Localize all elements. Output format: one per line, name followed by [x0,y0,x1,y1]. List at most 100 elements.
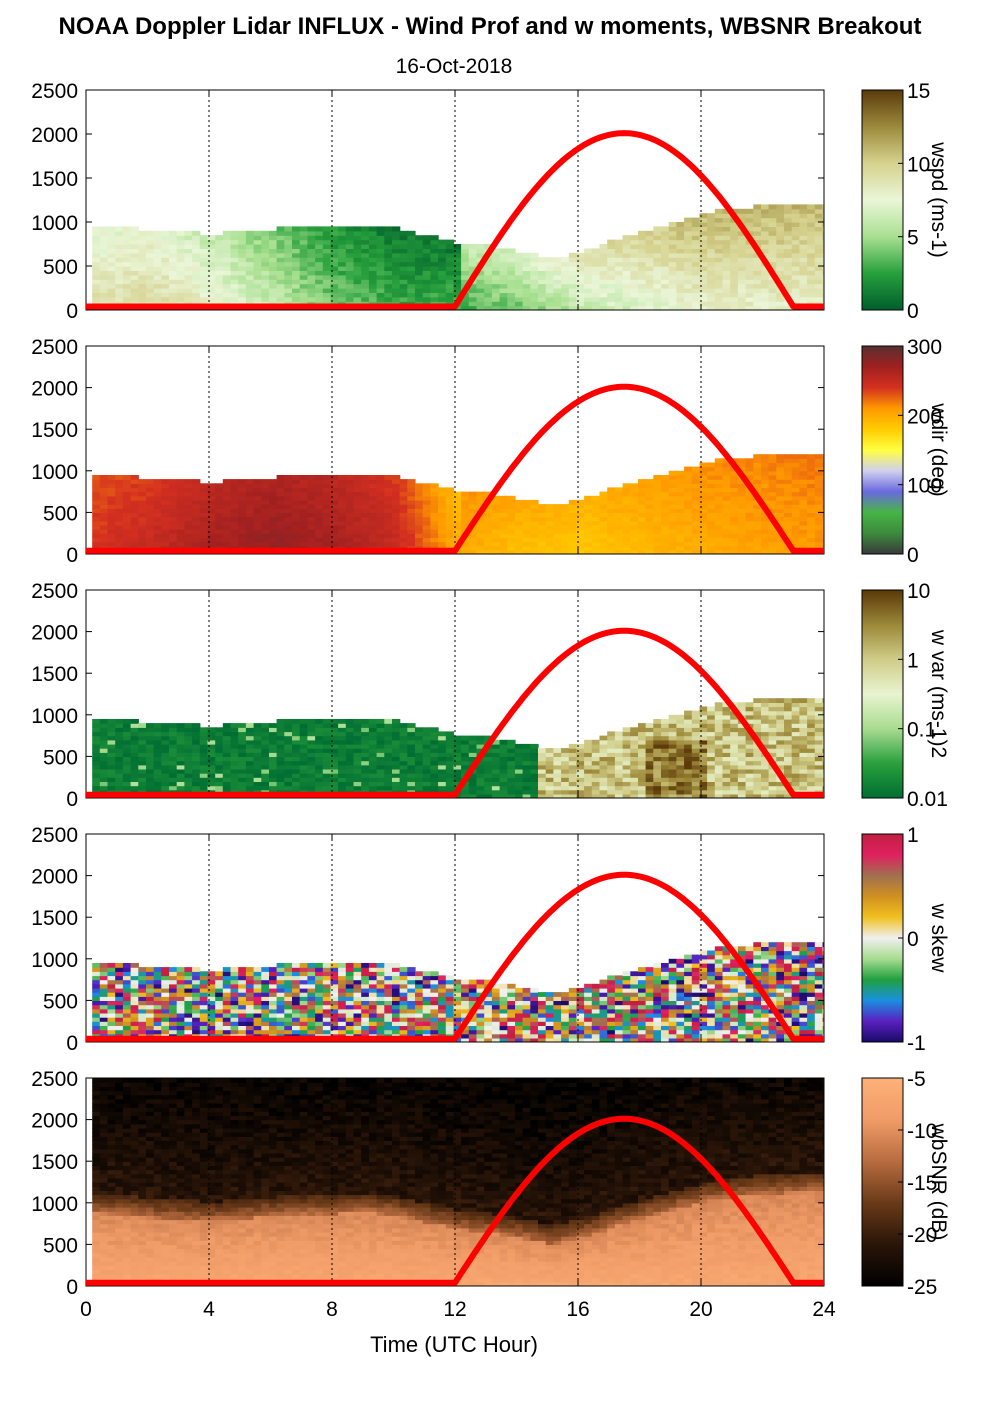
heatmap-cell [622,731,631,737]
heatmap-cell [269,479,278,484]
heatmap-cell [315,479,324,484]
heatmap-cell [415,743,424,749]
heatmap-cell [714,235,724,241]
heatmap-cell [353,244,362,249]
heatmap-cell [115,512,124,518]
heatmap-cell [553,537,562,543]
heatmap-cell [484,773,493,778]
heatmap-cell [676,296,685,302]
heatmap-cell [707,495,716,501]
heatmap-cell [799,524,808,530]
heatmap-cell [699,719,708,724]
heatmap-cell [230,529,239,534]
heatmap-cell [707,504,716,509]
heatmap-cell [607,504,616,509]
heatmap-cell [184,230,193,236]
heatmap-cell [668,483,677,489]
heatmap-cell [630,483,639,489]
heatmap-cell [507,504,516,509]
heatmap-cell [407,504,416,509]
heatmap-cell [814,499,824,505]
heatmap-cell [253,252,262,258]
heatmap-cell [730,491,739,497]
heatmap-cell [146,524,155,530]
heatmap-cell [361,230,370,236]
heatmap-cell [653,257,662,263]
heatmap-cell [484,533,493,538]
heatmap-cell [222,248,232,254]
heatmap-cell [684,470,693,476]
heatmap-cell [299,781,308,787]
heatmap-cell [653,508,662,513]
heatmap-cell [645,305,654,310]
heatmap-cell [115,499,124,505]
heatmap-cell [730,226,739,232]
heatmap-cell [368,520,378,526]
heatmap-cell [384,230,393,236]
heatmap-cell [638,516,647,522]
heatmap-cell [307,520,316,526]
heatmap-cell [791,257,800,263]
heatmap-cell [130,752,139,757]
heatmap-cell [284,508,293,513]
heatmap-cell [730,508,739,513]
heatmap-cell [745,288,754,293]
heatmap-cell [691,752,701,757]
heatmap-cell [699,714,708,720]
heatmap-cell [691,768,701,774]
heatmap-cell [338,274,347,280]
heatmap-wdir [92,454,824,554]
heatmap-cell [776,504,785,509]
heatmap-cell [461,508,470,513]
heatmap-cell [691,235,701,241]
heatmap-cell [122,499,132,505]
heatmap-cell [253,723,262,728]
heatmap-cell [261,495,270,501]
heatmap-cell [661,533,670,538]
heatmap-cell [284,504,293,509]
heatmap-cell [146,296,155,302]
heatmap-cell [361,292,370,298]
heatmap-cell [338,244,347,249]
heatmap-cell [245,508,255,513]
heatmap-cell [822,458,824,464]
heatmap-cell [784,458,793,464]
heatmap-cell [691,508,701,513]
heatmap-cell [130,743,139,749]
heatmap-cell [184,520,193,526]
heatmap-cell [584,752,593,757]
heatmap-cell [92,781,101,787]
heatmap-cell [199,274,209,280]
heatmap-cell [215,731,224,737]
heatmap-cell [438,487,447,493]
heatmap-cell [215,261,224,267]
heatmap-cell [146,727,155,733]
heatmap-cell [299,487,308,493]
heatmap-cell [491,266,501,271]
heatmap-cell [199,760,209,766]
heatmap-cell [484,244,493,249]
heatmap-cell [353,270,362,276]
heatmap-cell [330,719,339,724]
heatmap-cell [699,710,708,716]
heatmap-cell [661,777,670,782]
heatmap-cell [299,270,308,276]
heatmap-cell [322,756,332,762]
heatmap-cell [384,533,393,538]
heatmap-cell [392,764,401,770]
heatmap-cell [707,752,716,757]
heatmap-cell [115,270,124,276]
heatmap-cell [461,491,470,497]
heatmap-cell [591,524,601,530]
heatmap-cell [791,495,800,501]
y-tick-label: 1000 [31,212,78,235]
heatmap-cell [768,491,777,497]
heatmap-cell [714,261,724,267]
heatmap-cell [530,301,539,307]
heatmap-cell [591,512,601,518]
heatmap-cell [199,491,209,497]
heatmap-cell [707,773,716,778]
heatmap-cell [676,266,685,271]
heatmap-cell [722,222,731,227]
heatmap-cell [299,524,308,530]
